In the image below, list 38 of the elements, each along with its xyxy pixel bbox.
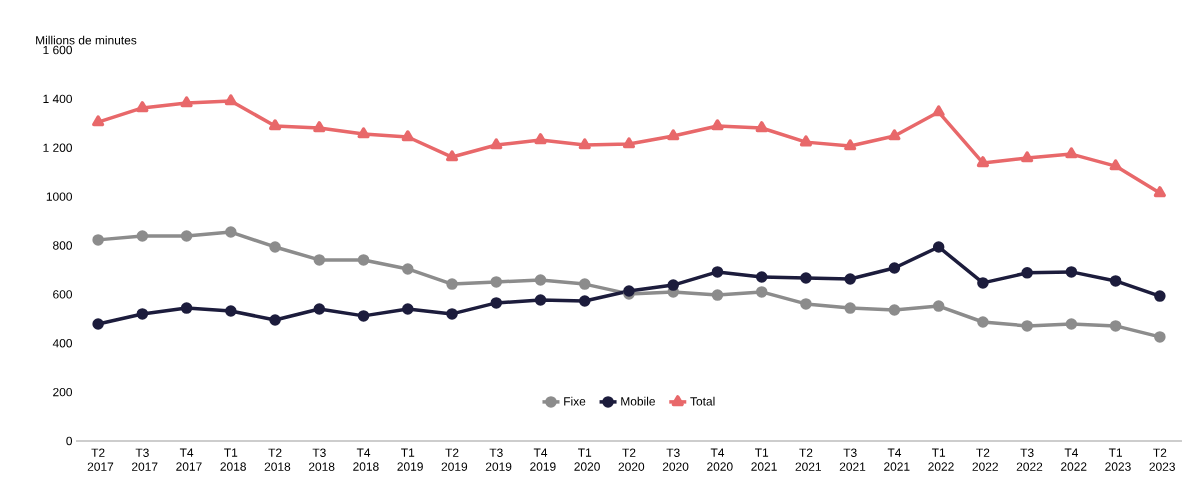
y-tick-label: 1000 [46,192,73,201]
x-tick-label: T3 2022 [1016,448,1043,471]
x-tick-label: T2 2023 [1149,448,1175,471]
y-tick-label: 800 [53,241,73,250]
y-tick-label: 200 [53,387,73,397]
y-tick-label: 400 [52,339,73,348]
x-tick-label: T2 2020 [618,448,645,471]
x-tick-label: T2 2018 [264,448,291,471]
y-tick-label: 1 200 [43,143,72,152]
x-tick-label: T3 2019 [485,448,512,471]
x-tick-label: T1 2022 [928,448,954,471]
x-tick-label: T4 2017 [176,448,202,471]
x-tick-label: T4 2021 [884,448,910,471]
x-tick-label: T1 2020 [574,448,600,471]
x-tick-label: T2 2017 [87,448,114,471]
x-tick-label: T3 2017 [131,448,158,471]
x-tick-label: T1 2018 [220,448,246,471]
x-tick-label: T3 2018 [308,448,335,471]
y-tick-label: 0 [66,436,73,446]
x-tick-label: T2 2022 [972,448,998,471]
y-tick-label: 600 [53,290,73,299]
y-tick-label: 1 400 [43,94,72,104]
x-tick-label: T4 2018 [353,448,379,471]
y-tick-label: 1 600 [43,45,72,55]
x-tick-label: T3 2020 [662,448,689,471]
y-axis-title: Millions de minutes [36,35,137,45]
legend-label: Total [690,396,715,406]
legend-label: Mobile [621,396,655,406]
x-tick-label: T4 2019 [530,448,556,471]
x-tick-label: T2 2021 [795,448,821,471]
x-tick-label: T2 2019 [441,448,468,471]
x-tick-label: T3 2021 [839,448,866,471]
x-tick-label: T1 2021 [751,448,777,471]
x-tick-label: T1 2019 [397,448,423,471]
legend-label: Fixe [564,396,586,406]
x-tick-label: T4 2022 [1061,448,1087,471]
x-tick-label: T1 2023 [1105,448,1131,471]
x-tick-label: T4 2020 [707,448,733,471]
